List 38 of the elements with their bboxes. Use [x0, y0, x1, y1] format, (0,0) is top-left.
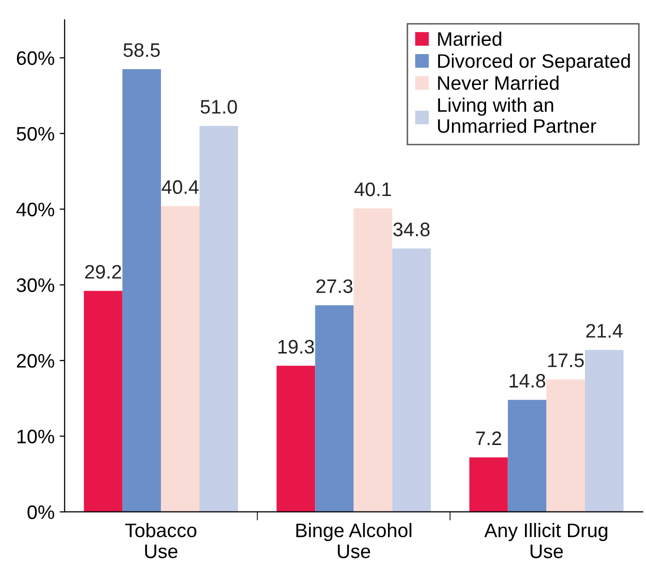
y-tick-label: 20%: [16, 354, 54, 368]
bar: [546, 379, 585, 512]
x-tick-label: Any Illicit Drug Use: [484, 522, 608, 558]
legend-label: Never Married: [438, 76, 558, 90]
data-label: 19.3: [278, 340, 314, 354]
legend-label: Divorced or Separated: [438, 54, 630, 72]
bar: [200, 126, 238, 512]
bar: [354, 208, 392, 512]
data-label: 58.5: [124, 43, 160, 57]
data-label: 27.3: [316, 279, 352, 294]
x-tick-label: Binge Alcohol Use: [296, 522, 412, 558]
y-tick-label: 60%: [16, 51, 54, 66]
y-tick-label: 40%: [16, 202, 54, 216]
bar: [160, 206, 200, 512]
y-tick-label: 10%: [17, 430, 54, 444]
bar: [122, 69, 161, 512]
bar: [276, 366, 316, 512]
bar: [84, 290, 122, 512]
data-label: 17.5: [548, 354, 584, 368]
y-tick-label: 0%: [28, 505, 54, 520]
x-tick-label: Tobacco Use: [125, 522, 196, 558]
bar: [469, 457, 508, 512]
y-tick-label: 50%: [16, 126, 54, 141]
legend-label: Married: [438, 32, 502, 46]
data-label: 14.8: [510, 374, 546, 388]
legend-label: Living with an Unmarried Partner: [438, 98, 596, 133]
data-label: 51.0: [200, 100, 237, 114]
data-label: 34.8: [393, 222, 430, 236]
bar: [392, 248, 431, 512]
y-tick-label: 30%: [16, 278, 54, 292]
data-label: 21.4: [586, 324, 623, 338]
data-label: 40.1: [354, 182, 391, 196]
data-label: 7.2: [476, 431, 502, 446]
bar: [508, 400, 546, 512]
bar: [315, 305, 354, 512]
data-label: 29.2: [85, 264, 122, 279]
data-label: 40.4: [162, 180, 199, 194]
bar: [584, 350, 624, 512]
